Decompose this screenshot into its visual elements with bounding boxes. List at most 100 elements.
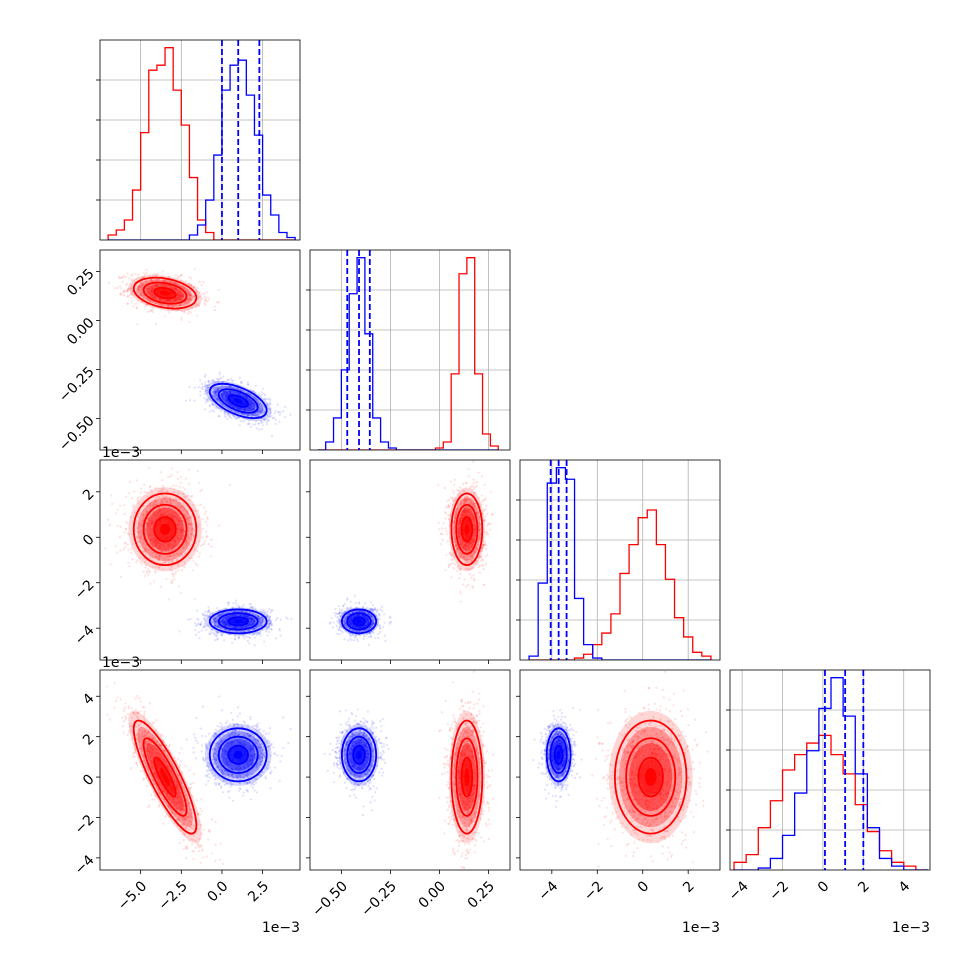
scatter-point bbox=[186, 517, 189, 520]
scatter-point bbox=[175, 288, 178, 292]
histogram-panel-2 bbox=[516, 459, 721, 661]
scatter-point bbox=[158, 544, 162, 548]
scatter-point bbox=[279, 411, 282, 414]
scatter-point bbox=[467, 583, 470, 587]
scatter-point bbox=[217, 288, 220, 291]
scatter-point bbox=[215, 391, 218, 394]
scatter-point bbox=[116, 524, 119, 527]
scatter-point bbox=[477, 521, 480, 525]
scatter-point bbox=[269, 403, 272, 406]
scatter-point bbox=[187, 310, 190, 313]
scatter-point bbox=[214, 404, 217, 407]
scatter-point bbox=[148, 292, 151, 295]
scatter-point bbox=[138, 512, 142, 515]
scatter-point bbox=[152, 544, 155, 547]
scatter-point bbox=[223, 411, 226, 414]
scatter-point bbox=[153, 538, 157, 542]
scatter-point bbox=[236, 387, 240, 390]
scatter-point bbox=[174, 572, 177, 575]
scatter-point bbox=[148, 515, 151, 518]
scatter-point bbox=[176, 513, 179, 517]
scatter-point bbox=[173, 287, 177, 290]
scatter-point bbox=[213, 620, 217, 623]
scatter-point bbox=[201, 385, 204, 388]
scatter-point bbox=[170, 299, 173, 303]
scatter-point bbox=[137, 285, 140, 288]
scatter-point bbox=[143, 549, 146, 552]
scatter-point bbox=[149, 522, 152, 525]
scatter-point bbox=[454, 513, 457, 516]
scatter-point bbox=[128, 277, 131, 280]
scatter-point bbox=[261, 617, 265, 621]
scatter-point bbox=[457, 522, 460, 525]
scatter-point bbox=[266, 613, 269, 616]
scatter-point bbox=[269, 615, 272, 619]
scatter-point bbox=[248, 622, 251, 625]
scatter-point bbox=[177, 275, 180, 278]
scatter-point bbox=[147, 290, 151, 294]
scatter-point bbox=[156, 541, 159, 545]
scatter-point bbox=[130, 551, 133, 555]
scatter-point bbox=[244, 610, 247, 613]
scatter-point bbox=[176, 491, 180, 494]
scatter-point bbox=[154, 284, 157, 287]
scatter-point bbox=[242, 389, 245, 392]
scatter-point bbox=[200, 284, 203, 287]
scatter-point bbox=[248, 398, 252, 401]
scatter-point bbox=[167, 546, 171, 549]
scatter-point bbox=[248, 401, 251, 404]
scatter-point bbox=[260, 421, 263, 424]
scatter-point bbox=[167, 542, 170, 545]
scatter-point bbox=[173, 287, 176, 290]
scatter-point bbox=[161, 545, 165, 548]
scatter-point bbox=[462, 546, 465, 549]
scatter-point bbox=[245, 615, 248, 618]
scatter-point bbox=[216, 301, 219, 304]
scatter-point bbox=[185, 288, 188, 291]
scatter-point bbox=[178, 298, 181, 301]
scatter-point bbox=[214, 625, 218, 628]
scatter-point bbox=[180, 318, 183, 321]
scatter-point bbox=[249, 399, 252, 402]
scatter-point bbox=[232, 405, 235, 408]
scatter-point bbox=[171, 547, 174, 550]
scatter-point bbox=[186, 291, 189, 294]
scatter-point bbox=[252, 621, 255, 624]
scatter-point bbox=[161, 568, 164, 571]
scatter-point bbox=[253, 620, 257, 623]
scatter-point bbox=[193, 285, 196, 288]
scatter-point bbox=[241, 394, 245, 397]
scatter-point bbox=[251, 402, 255, 405]
scatter-point bbox=[179, 529, 183, 532]
scatter-point bbox=[227, 392, 230, 396]
scatter-point bbox=[158, 548, 161, 552]
scatter-point bbox=[163, 298, 167, 302]
scatter-point bbox=[182, 505, 185, 508]
scatter-point bbox=[178, 504, 181, 507]
scatter-point bbox=[184, 541, 187, 544]
scatter-point bbox=[167, 304, 170, 307]
scatter-point bbox=[155, 274, 158, 277]
scatter-point bbox=[131, 273, 134, 276]
scatter-point bbox=[216, 615, 219, 618]
scatter-point bbox=[464, 510, 468, 514]
scatter-point bbox=[175, 304, 178, 307]
scatter-point bbox=[148, 291, 151, 294]
scatter-point bbox=[224, 395, 227, 399]
scatter-point bbox=[174, 287, 177, 290]
scatter-point bbox=[159, 499, 163, 502]
scatter-point bbox=[453, 517, 457, 520]
scatter-point bbox=[131, 505, 135, 508]
scatter-point bbox=[445, 553, 448, 557]
scatter-point bbox=[168, 550, 171, 553]
scatter-point bbox=[139, 293, 142, 296]
scatter-point bbox=[249, 623, 252, 626]
scatter-point bbox=[259, 419, 263, 422]
scatter-point bbox=[250, 633, 254, 636]
scatter-point bbox=[165, 510, 169, 513]
scatter-point bbox=[220, 618, 223, 621]
scatter-point bbox=[266, 627, 269, 631]
scatter-point bbox=[179, 291, 182, 294]
scatter-point bbox=[152, 512, 156, 515]
scatter-point bbox=[252, 628, 255, 631]
